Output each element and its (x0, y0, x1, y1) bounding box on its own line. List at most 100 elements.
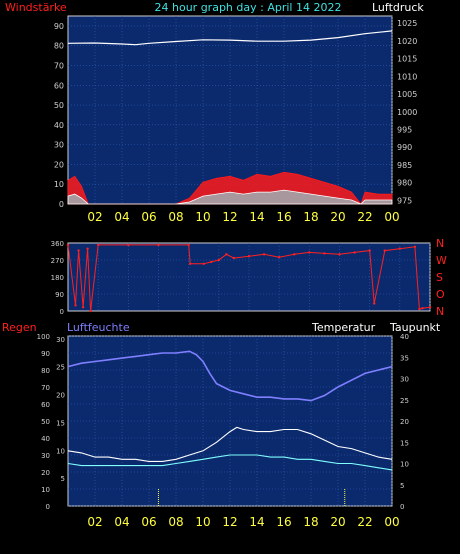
direction-point (86, 247, 89, 250)
wind-tick-label: 70 (54, 61, 64, 70)
direction-point (372, 302, 376, 305)
wind-tick-label: 0 (59, 200, 64, 209)
rain-tick-label: 10 (41, 486, 50, 494)
hour-tick-label: 02 (87, 210, 102, 224)
hour-tick-label: 22 (357, 515, 372, 529)
direction-tick-label: 0 (60, 308, 64, 316)
hour-tick-label: 16 (276, 515, 291, 529)
hour-tick-label: 18 (303, 210, 318, 224)
direction-point (187, 243, 190, 247)
rain-tick-label: 50 (41, 418, 50, 426)
direction-point (323, 252, 326, 255)
rain-tick-label: 90 (41, 350, 50, 358)
direction-point (308, 251, 311, 254)
humidity-tick-label: 10 (56, 447, 65, 455)
rain-tick-label: 40 (41, 435, 50, 443)
hour-tick-label: 20 (330, 210, 345, 224)
hour-tick-label: 10 (195, 210, 210, 224)
temperature-line (67, 426, 393, 462)
direction-point (210, 260, 213, 264)
hour-tick-label: 22 (357, 210, 372, 224)
direction-point (247, 255, 251, 258)
direction-point (81, 306, 85, 309)
hour-tick-label: 08 (168, 515, 183, 529)
direction-tick-label: 360 (51, 240, 64, 248)
rain-axis-label: Regen (2, 321, 37, 334)
direction-point (398, 247, 402, 250)
wind-average-area (67, 189, 393, 205)
pressure-tick-label: 985 (397, 161, 412, 170)
humidity-line (67, 350, 393, 402)
hour-tick-label: 08 (168, 210, 183, 224)
pressure-tick-label: 1010 (397, 72, 417, 81)
hour-tick-label: 02 (87, 515, 102, 529)
rain-tick-label: 60 (41, 401, 50, 409)
compass-label: W (436, 254, 447, 267)
compass-label: N (436, 305, 444, 318)
temperature-tick-label: 15 (400, 439, 409, 447)
hour-tick-label: 04 (114, 515, 129, 529)
direction-point (188, 262, 192, 265)
direction-point (421, 306, 424, 310)
direction-point (418, 307, 421, 311)
hour-tick-label: 14 (249, 210, 264, 224)
direction-tick-label: 180 (51, 274, 64, 282)
direction-point (96, 243, 100, 247)
rain-tick-label: 100 (37, 333, 50, 341)
pressure-tick-label: 1015 (397, 55, 417, 64)
hour-tick-label: 06 (141, 515, 156, 529)
direction-point (74, 304, 77, 307)
rain-tick-label: 20 (41, 469, 50, 477)
humidity-tick-label: 5 (61, 475, 65, 483)
direction-point (89, 309, 92, 313)
direction-point (368, 249, 371, 252)
dewpoint-line (67, 454, 393, 471)
wind-tick-label: 20 (54, 160, 64, 169)
pressure-tick-label: 975 (397, 196, 412, 205)
direction-point (428, 306, 432, 309)
temperature-tick-label: 20 (400, 418, 409, 426)
compass-label: O (436, 288, 445, 301)
direction-point (383, 249, 386, 252)
humidity-tick-label: 25 (56, 364, 65, 372)
pressure-line (67, 30, 393, 46)
direction-point (293, 253, 296, 256)
wind-tick-label: 90 (54, 22, 64, 31)
hour-tick-label: 10 (195, 515, 210, 529)
hour-tick-label: 18 (303, 515, 318, 529)
direction-point (77, 249, 80, 252)
pressure-tick-label: 1025 (397, 19, 417, 28)
wind-axis-label: Windstärke (5, 1, 67, 14)
hour-tick-label: 00 (384, 210, 399, 224)
humidity-tick-label: 30 (56, 336, 65, 344)
wind-tick-label: 40 (54, 121, 64, 130)
temperature-tick-label: 0 (400, 503, 404, 511)
temperature-tick-label: 40 (400, 333, 409, 341)
temperature-tick-label: 5 (400, 482, 404, 490)
direction-point (157, 243, 160, 247)
temperature-axis-label: Temperatur (311, 321, 376, 334)
dewpoint-axis-label: Taupunkt (389, 321, 441, 334)
direction-point (225, 253, 228, 256)
compass-label: S (436, 271, 443, 284)
direction-point (353, 251, 356, 254)
chart-title: 24 hour graph day : April 14 2022 (155, 1, 342, 14)
direction-point (202, 262, 205, 265)
hour-tick-label: 20 (330, 515, 345, 529)
hour-tick-label: 00 (384, 515, 399, 529)
rain-tick-label: 70 (41, 384, 50, 392)
wind-tick-label: 60 (54, 81, 64, 90)
temperature-tick-label: 30 (400, 376, 409, 384)
direction-point (127, 243, 130, 247)
humidity-tick-label: 20 (56, 392, 65, 400)
hour-tick-label: 04 (114, 210, 129, 224)
direction-point (66, 243, 70, 247)
pressure-tick-label: 1000 (397, 108, 417, 117)
wind-tick-label: 10 (54, 180, 64, 189)
wind-direction-line (67, 244, 431, 312)
direction-point (277, 255, 281, 259)
direction-point (413, 245, 417, 248)
